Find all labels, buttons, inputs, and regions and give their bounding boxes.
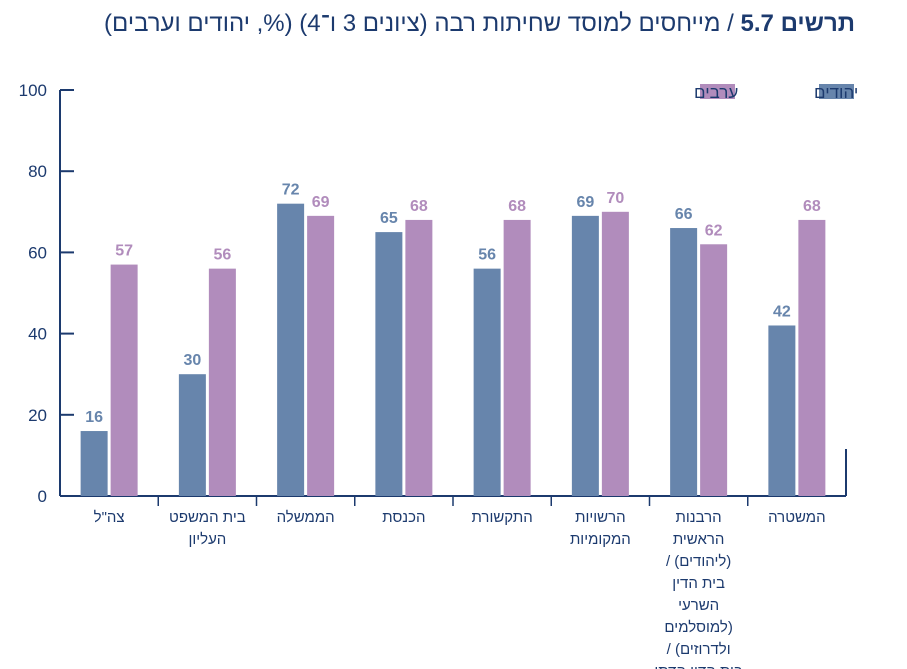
x-category-label: השרעי (678, 597, 719, 614)
x-category-label: הרשויות (575, 509, 626, 526)
bar-arabs-1 (208, 268, 236, 496)
y-tick-label: 20 (28, 406, 47, 425)
x-category-label: ולדרוזים) / (667, 641, 731, 658)
bar-value-label: 56 (478, 247, 496, 264)
y-tick-label: 40 (28, 325, 47, 344)
bar-arabs-6 (700, 244, 728, 496)
bar-jews-0 (80, 431, 108, 496)
bar-arabs-3 (405, 219, 433, 497)
bar-value-label: 66 (675, 206, 693, 223)
x-category-label: הראשית (673, 531, 725, 548)
bar-value-label: 57 (115, 243, 133, 260)
y-tick-label: 80 (28, 162, 47, 181)
bar-arabs-4 (503, 219, 531, 497)
bar-value-label: 68 (410, 198, 428, 215)
bar-jews-3 (375, 232, 403, 496)
bar-value-label: 42 (773, 303, 791, 320)
x-category-label: המשטרה (768, 509, 825, 526)
x-category-label: (ליהודים) / (666, 553, 731, 570)
bar-value-label: 68 (508, 198, 526, 215)
chart-title-text: מייחסים למוסד שחיתות רבה (ציונים 3 ו־4) … (104, 10, 721, 37)
x-category-label: בית המשפט (169, 509, 246, 526)
x-category-label: התקשורת (472, 509, 533, 526)
bar-arabs-7 (798, 219, 826, 497)
y-tick-label: 100 (19, 81, 47, 100)
bar-arabs-2 (307, 215, 335, 497)
y-tick-label: 0 (38, 487, 47, 506)
bar-jews-7 (768, 325, 796, 496)
x-category-label: (למוסלמים (664, 619, 732, 636)
bar-value-label: 69 (312, 194, 330, 211)
bar-value-label: 72 (282, 182, 300, 199)
bar-arabs-5 (601, 211, 629, 497)
x-category-label: העליון (188, 531, 226, 548)
bar-value-label: 68 (803, 198, 821, 215)
chart-title-number: תרשים 5.7 (740, 10, 855, 37)
bar-value-label: 56 (213, 247, 231, 264)
bar-jews-5 (571, 215, 599, 497)
x-category-label: בית הדין (672, 575, 725, 592)
x-category-label: צה"ל (94, 509, 125, 526)
bar-jews-2 (277, 203, 305, 496)
legend-label-jews: יהודים (814, 83, 858, 102)
bar-value-label: 62 (705, 222, 723, 239)
bar-jews-4 (473, 268, 501, 496)
x-category-label: המקומיות (570, 531, 631, 548)
legend-swatch-jews (819, 84, 854, 99)
x-category-label: הרבנות (676, 509, 722, 526)
x-category-label: הכנסת (382, 509, 425, 526)
bar-value-label: 70 (606, 190, 624, 207)
bar-value-label: 69 (576, 194, 594, 211)
legend-label-arabs: ערבים (694, 83, 738, 102)
x-category-label: בית הדין הדתי (654, 663, 743, 669)
y-tick-label: 60 (28, 243, 47, 262)
bar-jews-6 (670, 228, 698, 497)
bar-value-label: 65 (380, 210, 398, 227)
bar-value-label: 30 (183, 352, 201, 369)
bar-value-label: 16 (85, 409, 103, 426)
chart-title-separator: / (720, 10, 741, 37)
bar-arabs-0 (110, 264, 138, 496)
x-category-label: הממשלה (277, 509, 335, 526)
bar-jews-1 (178, 374, 206, 496)
legend-swatch-arabs (700, 84, 735, 99)
chart-title: תרשים 5.7 / מייחסים למוסד שחיתות רבה (צי… (15, 10, 855, 38)
